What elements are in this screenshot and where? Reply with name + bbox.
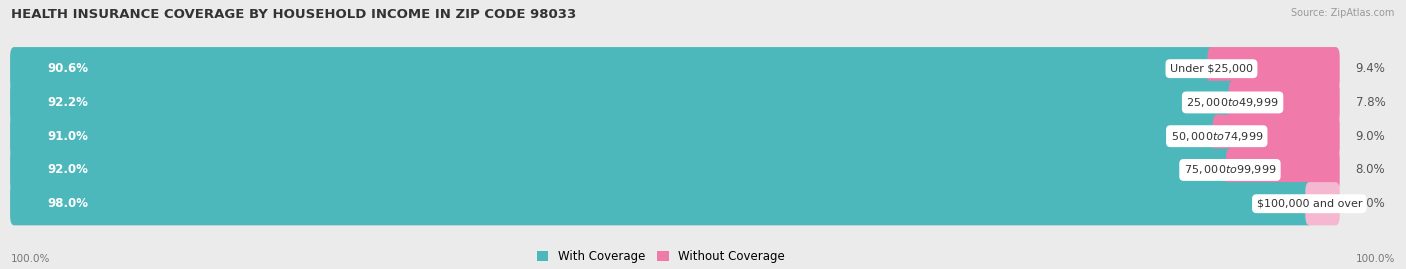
Text: 92.0%: 92.0%: [48, 164, 89, 176]
Text: $50,000 to $74,999: $50,000 to $74,999: [1171, 130, 1263, 143]
FancyBboxPatch shape: [10, 47, 1340, 90]
Text: 100.0%: 100.0%: [11, 254, 51, 264]
FancyBboxPatch shape: [10, 81, 1237, 124]
Text: $75,000 to $99,999: $75,000 to $99,999: [1184, 164, 1277, 176]
FancyBboxPatch shape: [10, 81, 1340, 124]
Text: 8.0%: 8.0%: [1355, 164, 1385, 176]
FancyBboxPatch shape: [1229, 81, 1340, 124]
Text: 91.0%: 91.0%: [48, 130, 89, 143]
Text: 100.0%: 100.0%: [1355, 254, 1395, 264]
Text: 9.4%: 9.4%: [1355, 62, 1385, 75]
Text: HEALTH INSURANCE COVERAGE BY HOUSEHOLD INCOME IN ZIP CODE 98033: HEALTH INSURANCE COVERAGE BY HOUSEHOLD I…: [11, 8, 576, 21]
Text: $100,000 and over: $100,000 and over: [1257, 199, 1362, 209]
Text: $25,000 to $49,999: $25,000 to $49,999: [1187, 96, 1279, 109]
Text: 7.8%: 7.8%: [1355, 96, 1385, 109]
Text: 90.6%: 90.6%: [48, 62, 89, 75]
Text: Under $25,000: Under $25,000: [1170, 64, 1253, 74]
Text: 9.0%: 9.0%: [1355, 130, 1385, 143]
FancyBboxPatch shape: [1213, 115, 1340, 158]
FancyBboxPatch shape: [1208, 47, 1340, 90]
FancyBboxPatch shape: [1305, 182, 1340, 225]
FancyBboxPatch shape: [10, 115, 1220, 158]
FancyBboxPatch shape: [10, 148, 1234, 192]
Text: 2.0%: 2.0%: [1355, 197, 1385, 210]
Text: 98.0%: 98.0%: [48, 197, 89, 210]
FancyBboxPatch shape: [10, 182, 1340, 225]
Text: 92.2%: 92.2%: [48, 96, 89, 109]
FancyBboxPatch shape: [10, 182, 1313, 225]
FancyBboxPatch shape: [10, 148, 1340, 192]
FancyBboxPatch shape: [10, 115, 1340, 158]
Legend: With Coverage, Without Coverage: With Coverage, Without Coverage: [537, 250, 785, 263]
FancyBboxPatch shape: [1226, 148, 1340, 192]
Text: Source: ZipAtlas.com: Source: ZipAtlas.com: [1291, 8, 1395, 18]
FancyBboxPatch shape: [10, 47, 1215, 90]
